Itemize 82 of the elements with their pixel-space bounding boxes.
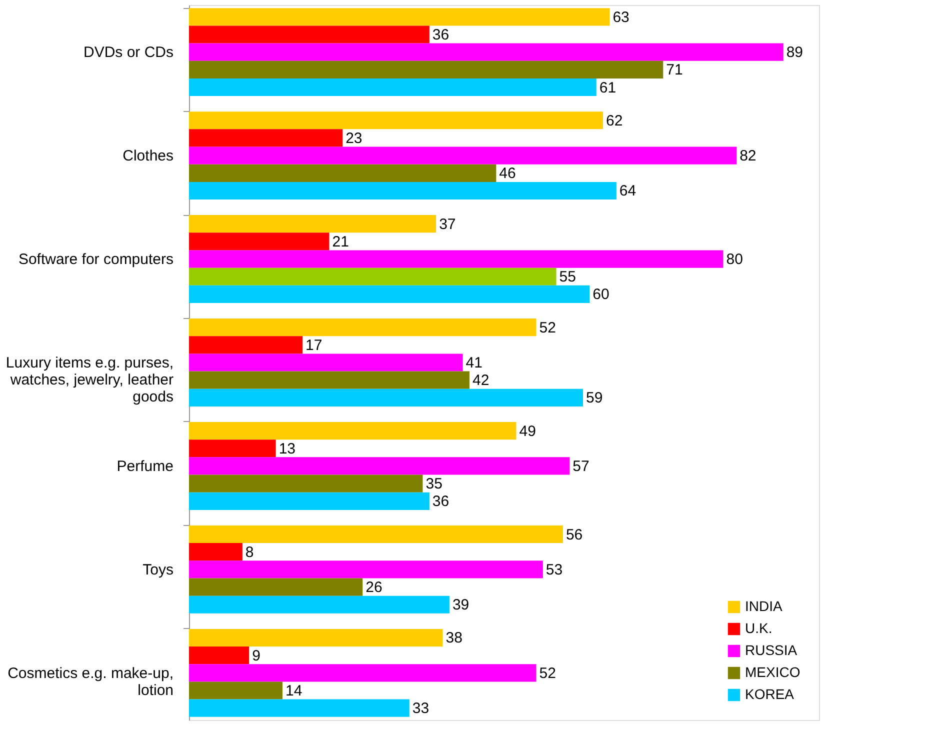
bar — [189, 474, 423, 492]
bar — [189, 543, 242, 561]
y-tick-label: Clothes — [122, 148, 174, 165]
data-label: 82 — [740, 148, 756, 165]
data-label: 36 — [432, 26, 450, 44]
legend-label: KOREA — [745, 686, 795, 702]
bar — [189, 285, 590, 304]
data-label: 38 — [446, 630, 462, 647]
bar — [189, 232, 330, 250]
data-label: 55 — [559, 268, 576, 286]
bar — [189, 182, 616, 200]
data-label: 33 — [412, 700, 430, 718]
bar — [189, 26, 430, 44]
bar — [189, 440, 276, 458]
data-label: 63 — [612, 8, 630, 26]
bar — [189, 664, 536, 682]
bar — [189, 388, 583, 406]
data-label: 80 — [726, 251, 743, 268]
bar — [189, 146, 737, 164]
y-tick-label: Cosmetics e.g. make-up, lotion — [8, 664, 174, 699]
bar — [189, 164, 496, 182]
data-label: 52 — [539, 319, 556, 336]
data-label: 89 — [786, 44, 804, 62]
bar — [189, 250, 724, 268]
legend-label: RUSSIA — [745, 642, 798, 658]
bar — [189, 129, 343, 147]
data-label: 71 — [666, 62, 683, 79]
bar — [189, 318, 536, 336]
legend-label: U.K. — [745, 620, 772, 636]
bar — [189, 336, 303, 354]
bar — [189, 43, 784, 61]
bar — [189, 60, 664, 78]
data-label: 53 — [546, 561, 563, 578]
data-label: 56 — [566, 526, 583, 544]
y-tick-label: DVDs or CDs — [83, 44, 174, 62]
legend-label: MEXICO — [745, 664, 800, 680]
legend-label: INDIA — [745, 598, 783, 614]
bar — [189, 628, 443, 647]
bar — [189, 699, 410, 717]
data-label: 57 — [572, 458, 590, 475]
bar — [189, 560, 543, 578]
data-label: 60 — [592, 286, 610, 304]
data-label: 59 — [586, 390, 603, 407]
y-tick-label: Luxury items e.g. purses, watches, jewelry, leather goods — [6, 354, 174, 406]
data-label: 23 — [346, 130, 362, 147]
bar — [189, 8, 610, 26]
bar — [189, 215, 436, 233]
bar — [189, 646, 250, 664]
data-label: 26 — [366, 579, 382, 596]
bar — [189, 268, 556, 286]
data-label: 8 — [245, 544, 254, 561]
bar — [189, 578, 363, 596]
data-label: 61 — [599, 79, 616, 96]
data-label: 42 — [472, 372, 490, 390]
bar — [189, 112, 604, 130]
data-label: 64 — [619, 182, 636, 200]
y-tick-label: Toys — [142, 561, 174, 578]
data-label: 39 — [452, 596, 470, 614]
data-label: 41 — [466, 354, 482, 372]
bar — [189, 682, 282, 700]
data-label: 37 — [439, 216, 456, 233]
data-label: 52 — [539, 664, 556, 682]
bar — [189, 422, 516, 440]
y-tick-label: Software for computers — [18, 251, 174, 268]
bar — [189, 596, 450, 614]
bar — [189, 78, 596, 96]
data-label: 46 — [499, 165, 516, 182]
data-label: 62 — [606, 112, 623, 130]
data-label: 21 — [332, 233, 349, 250]
bar — [189, 354, 463, 372]
data-label: 35 — [426, 476, 442, 493]
data-label: 13 — [278, 440, 296, 458]
bar — [189, 492, 430, 510]
data-label: 49 — [519, 422, 536, 440]
bar — [189, 525, 563, 544]
bar — [189, 457, 570, 475]
data-label: 9 — [252, 647, 260, 664]
y-tick-label: Perfume — [116, 458, 174, 475]
data-label: 17 — [306, 336, 322, 354]
data-label: 14 — [285, 682, 302, 700]
data-label: 36 — [432, 493, 450, 510]
bar — [189, 371, 470, 389]
